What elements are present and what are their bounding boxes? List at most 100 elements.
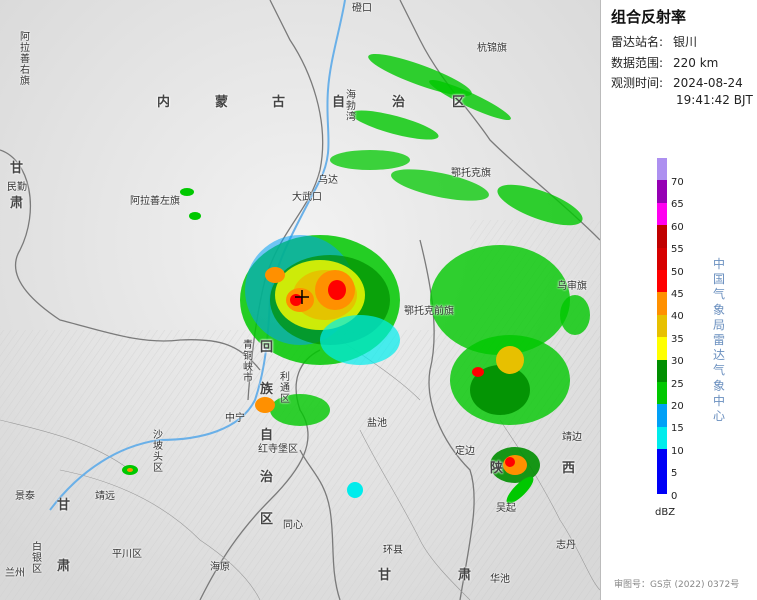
color-bar-segment (657, 471, 667, 495)
label-gansu-left-2: 肃 (10, 196, 24, 211)
label-otog-qian: 鄂托克前旗 (404, 306, 454, 317)
radar-echo (122, 53, 590, 504)
color-bar-segment (657, 158, 667, 181)
label-shapotou: 沙坡头区 (153, 430, 163, 474)
legend-tick-label: 60 (671, 221, 684, 233)
color-bar-segment (657, 292, 667, 316)
color-bar-segment (657, 382, 667, 405)
label-dingbian: 定边 (455, 446, 475, 457)
info-range-key: 数据范围: (611, 56, 664, 70)
radar-site-marker (295, 290, 309, 304)
label-neimenggu-1: 内 (157, 95, 171, 110)
color-bar-segment (657, 337, 667, 361)
legend-tick-label: 0 (671, 490, 678, 502)
legend-tick-label: 5 (671, 468, 678, 480)
label-hanggin: 杭锦旗 (477, 43, 507, 54)
legend-tick-label: 25 (671, 378, 684, 390)
label-gansu-bottom-4: 肃 (458, 568, 472, 583)
info-station-value: 银川 (673, 35, 698, 49)
label-haiyuan: 海原 (210, 562, 230, 573)
label-haibowan: 海勃湾 (346, 90, 356, 123)
label-neimenggu-2: 蒙 (215, 95, 229, 110)
label-alashan-zuoqi: 阿拉善左旗 (130, 196, 180, 207)
label-wuqi: 吴起 (496, 503, 516, 514)
info-time-value: 2024-08-24 (673, 76, 743, 90)
organization-label: 中国气象局雷达气象中心 (713, 257, 726, 424)
legend-tick-label: 55 (671, 244, 684, 256)
legend-tick-label: 20 (671, 401, 684, 412)
color-bar-segment (657, 225, 667, 249)
label-gansu-bottom-3: 甘 (378, 568, 392, 583)
label-minqin: 民勤 (7, 182, 27, 193)
legend-tick-label: 35 (671, 333, 684, 345)
label-shaanxi-2: 西 (562, 461, 576, 476)
legend-tick-label: 70 (671, 177, 684, 188)
label-hongsipu: 红寺堡区 (258, 444, 298, 455)
color-bar-segment (657, 359, 667, 383)
label-lanzhou: 兰州 (5, 568, 25, 579)
label-zhongning: 中宁 (225, 413, 245, 424)
map-approval-number: 审图号：GS京 (2022) 0372号 (614, 580, 740, 590)
label-wuda: 乌达 (318, 175, 338, 186)
label-baiyin: 白银区 (32, 542, 42, 575)
label-litong: 利通区 (280, 372, 290, 405)
label-pingchuan: 平川区 (112, 549, 142, 560)
label-huachi: 华池 (490, 574, 510, 585)
label-zhidan: 志丹 (556, 540, 576, 551)
label-gansu-bottom-1: 甘 (57, 498, 71, 513)
label-jingbian: 靖边 (562, 432, 582, 443)
label-ningxia-2: 回 (260, 340, 274, 355)
info-time-line2: 19:41:42 BJT (676, 93, 753, 107)
color-bar-segment (657, 180, 667, 204)
label-alashan-youqi: 阿拉善右旗 (20, 32, 30, 87)
legend-tick-label: 65 (671, 199, 684, 211)
color-bar-segment (657, 270, 667, 293)
label-huanxian: 环县 (383, 545, 403, 556)
label-neimenggu-6: 区 (452, 95, 466, 110)
info-range-value: 220 km (673, 56, 719, 70)
info-range: 数据范围: 220 km (611, 56, 718, 71)
legend-tick-label: 10 (671, 445, 684, 457)
color-bar-segment (657, 247, 667, 271)
label-neimenggu-3: 古 (272, 95, 286, 110)
label-gansu-left-1: 甘 (10, 161, 24, 176)
label-jingyuan: 靖远 (95, 491, 115, 502)
color-bar-segment (657, 449, 667, 473)
label-gansu-bottom-2: 肃 (57, 559, 71, 574)
radar-map: 阿拉善右旗 内 蒙 古 自 治 区 甘 民勤 肃 阿拉善左旗 杭锦旗 海勃湾 乌… (0, 0, 600, 600)
label-tongxin: 同心 (283, 520, 303, 531)
product-title: 组合反射率 (611, 8, 687, 26)
label-dawukou: 大武口 (292, 192, 322, 203)
label-ningxia-4: 自 (260, 428, 274, 443)
label-ningxia-6: 区 (260, 512, 274, 527)
color-bar-segment (657, 426, 667, 450)
legend-tick-label: 30 (671, 356, 684, 368)
label-jingtai: 景泰 (15, 491, 35, 502)
color-bar-segment (657, 202, 667, 226)
label-otog: 鄂托克旗 (451, 168, 491, 179)
label-qiankou: 磴口 (352, 3, 372, 14)
label-wushen: 乌审旗 (557, 281, 587, 292)
info-time-key: 观测时间: (611, 76, 664, 90)
info-station: 雷达站名: 银川 (611, 35, 697, 50)
label-neimenggu-5: 治 (392, 95, 406, 110)
color-bar-segment (657, 404, 667, 428)
label-neimenggu-4: 自 (332, 95, 346, 110)
label-ningxia-3: 族 (260, 382, 274, 397)
dbz-color-bar (657, 158, 667, 495)
label-qingtongxia: 青铜峡市 (243, 340, 253, 384)
legend-tick-label: 15 (671, 423, 684, 435)
legend-tick-label: 50 (671, 266, 684, 278)
color-bar-segment (657, 314, 667, 338)
label-yanchi: 盐池 (367, 418, 387, 429)
county-borders (0, 339, 600, 600)
info-station-key: 雷达站名: (611, 35, 664, 49)
label-shaanxi-1: 陕 (490, 461, 504, 476)
legend-unit: dBZ (655, 507, 676, 518)
info-panel: 组合反射率 雷达站名: 银川 数据范围: 220 km 观测时间: 2024-08-2… (600, 0, 757, 600)
map-base (0, 0, 600, 600)
legend-tick-label: 45 (671, 289, 684, 300)
info-time: 观测时间: 2024-08-24 (611, 76, 743, 91)
legend-tick-label: 40 (671, 311, 684, 323)
label-ningxia-5: 治 (260, 470, 274, 485)
